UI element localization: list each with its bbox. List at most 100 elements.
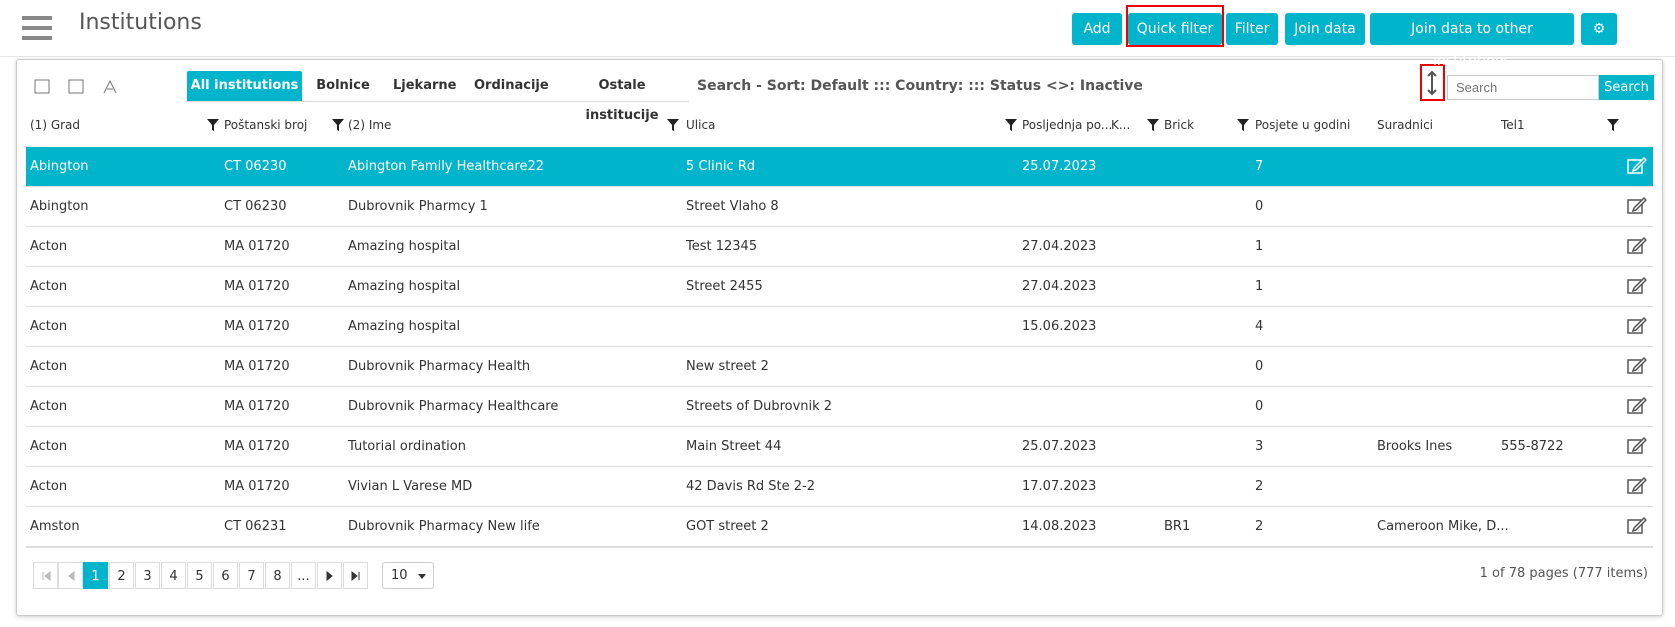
- table-cell: CT 06230: [224, 159, 287, 174]
- tab[interactable]: Bolnice: [316, 78, 370, 93]
- edit-icon[interactable]: [1627, 197, 1647, 215]
- page-button[interactable]: 3: [135, 562, 160, 589]
- filter-icon[interactable]: [332, 119, 344, 131]
- table-cell: Dubrovnik Pharmacy Health: [348, 359, 531, 374]
- table-cell: 17.07.2023: [1022, 479, 1097, 494]
- table-cell: Streets of Dubrovnik 2: [686, 399, 833, 414]
- table-cell: MA 01720: [224, 399, 290, 414]
- table-cell: Acton: [30, 439, 68, 454]
- table-cell: 5 Clinic Rd: [686, 159, 756, 174]
- table-row[interactable]: [26, 147, 1653, 187]
- table-bottom: [26, 547, 1653, 548]
- table-cell: Amazing hospital: [348, 319, 461, 334]
- column-header[interactable]: Ulica: [686, 118, 716, 132]
- next-page[interactable]: [317, 562, 342, 589]
- pager-arrow: [326, 570, 333, 582]
- page-button[interactable]: 7: [239, 562, 264, 589]
- column-header[interactable]: Brick: [1164, 118, 1195, 132]
- column-header[interactable]: Poštanski broj: [224, 118, 308, 132]
- table-row[interactable]: [26, 507, 1653, 547]
- export-icons[interactable]: [34, 78, 124, 96]
- header-button[interactable]: Filter: [1226, 13, 1278, 45]
- top-bar: [0, 0, 1675, 57]
- edit-icon[interactable]: [1627, 237, 1647, 255]
- edit-icon[interactable]: [1627, 397, 1647, 415]
- table-cell: 0: [1255, 399, 1264, 414]
- table-row[interactable]: [26, 467, 1653, 507]
- page-button[interactable]: 2: [109, 562, 134, 589]
- column-header[interactable]: (1) Grad: [30, 118, 81, 132]
- column-header[interactable]: Suradnici: [1377, 118, 1433, 132]
- filter-icon[interactable]: [1237, 119, 1249, 131]
- table-row[interactable]: [26, 387, 1653, 427]
- table-cell: 1: [1255, 239, 1264, 254]
- table-cell: 1: [1255, 279, 1264, 294]
- edit-icon[interactable]: [1627, 157, 1647, 175]
- resize-icon[interactable]: [1425, 70, 1439, 96]
- header-button[interactable]: Add: [1072, 13, 1122, 45]
- table-row[interactable]: [26, 427, 1653, 467]
- table-cell: MA 01720: [224, 319, 290, 334]
- table-cell: Brooks Ines: [1377, 439, 1453, 454]
- header-button[interactable]: Join data to other institutions: [1370, 13, 1574, 69]
- filter-icon[interactable]: [1147, 119, 1159, 131]
- edit-icon[interactable]: [1627, 437, 1647, 455]
- column-header[interactable]: Posljednja po...: [1022, 118, 1113, 132]
- table-cell: MA 01720: [224, 239, 290, 254]
- page-button[interactable]: 5: [187, 562, 212, 589]
- tab[interactable]: All institutions: [187, 71, 302, 101]
- prev-page[interactable]: [58, 562, 83, 589]
- table-cell: MA 01720: [224, 279, 290, 294]
- menu-icon[interactable]: [22, 16, 52, 42]
- table-cell: Vivian L Varese MD: [348, 479, 473, 494]
- dropdown-caret: [418, 574, 426, 579]
- tab[interactable]: Ostale institucije: [585, 78, 659, 123]
- page-button[interactable]: ...: [291, 562, 316, 589]
- page-button[interactable]: 6: [213, 562, 238, 589]
- last-page[interactable]: [343, 562, 368, 589]
- settings-button[interactable]: ⚙: [1581, 13, 1617, 45]
- edit-icon[interactable]: [1627, 277, 1647, 295]
- tab[interactable]: Ljekarne: [393, 78, 457, 93]
- search-input[interactable]: [1447, 75, 1599, 100]
- table-cell: BR1: [1164, 519, 1191, 534]
- column-header[interactable]: Posjete u godini: [1255, 118, 1351, 132]
- table-row[interactable]: [26, 227, 1653, 267]
- table-cell: 555-8722: [1501, 439, 1564, 454]
- table-row[interactable]: [26, 267, 1653, 307]
- table-cell: Acton: [30, 239, 68, 254]
- column-header[interactable]: K...: [1111, 118, 1131, 132]
- table-row[interactable]: [26, 347, 1653, 387]
- filter-icon[interactable]: [207, 119, 219, 131]
- table-cell: 7: [1255, 159, 1264, 174]
- column-header[interactable]: (2) Ime: [348, 118, 392, 132]
- table-cell: Street 2455: [686, 279, 763, 294]
- table-cell: GOT street 2: [686, 519, 769, 534]
- table-cell: Acton: [30, 479, 68, 494]
- first-page[interactable]: [33, 562, 58, 589]
- table-row[interactable]: [26, 307, 1653, 347]
- table-cell: MA 01720: [224, 439, 290, 454]
- edit-icon[interactable]: [1627, 357, 1647, 375]
- page-button[interactable]: 1: [83, 562, 108, 589]
- table-cell: 42 Davis Rd Ste 2-2: [686, 479, 815, 494]
- header-button[interactable]: Join data: [1285, 13, 1365, 45]
- search-button[interactable]: Search: [1599, 75, 1654, 100]
- edit-icon[interactable]: [1627, 477, 1647, 495]
- table-cell: 15.06.2023: [1022, 319, 1097, 334]
- table-cell: Main Street 44: [686, 439, 782, 454]
- page-button[interactable]: 4: [161, 562, 186, 589]
- filter-icon[interactable]: [667, 119, 679, 131]
- page-button[interactable]: 8: [265, 562, 290, 589]
- header-button[interactable]: Quick filter: [1128, 13, 1222, 45]
- highlight-box: [1126, 5, 1224, 47]
- table-cell: Tutorial ordination: [348, 439, 466, 454]
- edit-icon[interactable]: [1627, 517, 1647, 535]
- column-header[interactable]: Tel1: [1501, 118, 1525, 132]
- filter-icon[interactable]: [1607, 119, 1619, 131]
- table-row[interactable]: [26, 187, 1653, 227]
- page-size[interactable]: 10: [382, 562, 434, 589]
- filter-icon[interactable]: [1005, 119, 1017, 131]
- tab[interactable]: Ordinacije: [474, 78, 549, 93]
- edit-icon[interactable]: [1627, 317, 1647, 335]
